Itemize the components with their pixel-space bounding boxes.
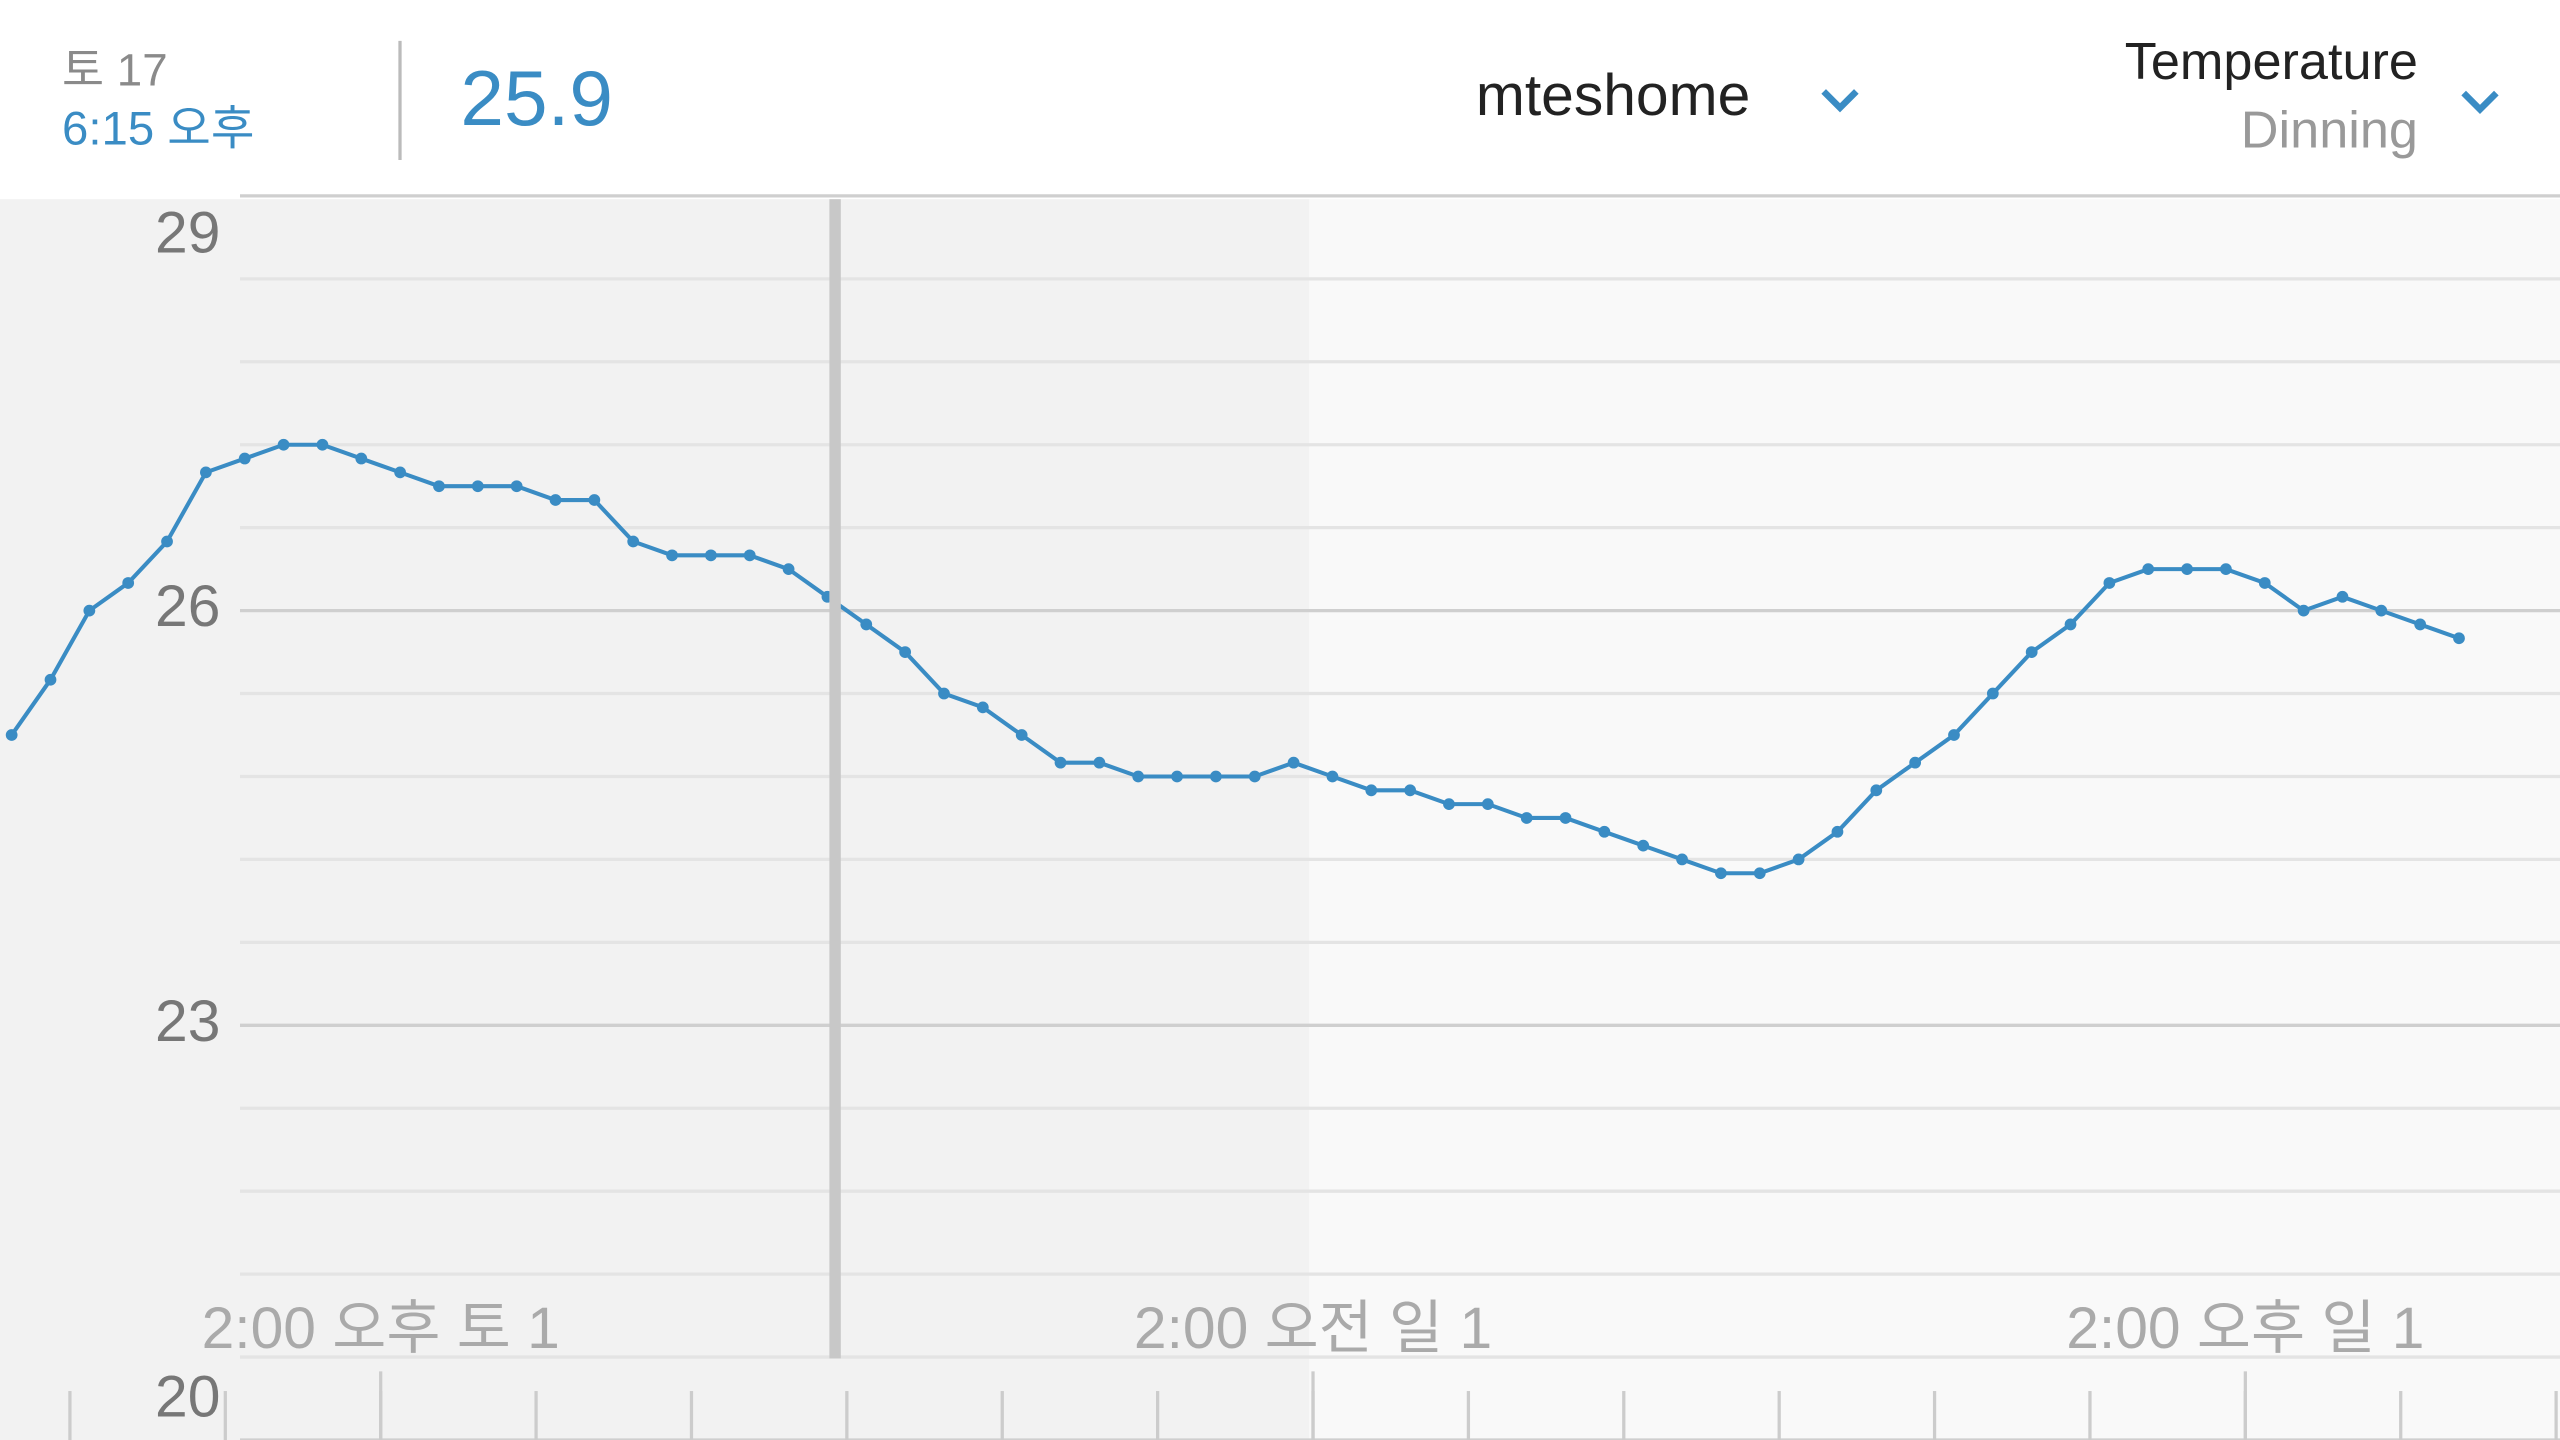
sensor-room[interactable]: Dinning [2241,102,2418,160]
point [1637,839,1650,852]
y-tick-label: 29 [155,200,220,265]
sensor-type[interactable]: Temperature [2125,33,2418,91]
point [860,618,873,631]
point [510,480,523,493]
point [1831,825,1844,838]
point [2336,590,2349,603]
chevron[interactable] [2461,90,2499,115]
point [200,466,212,479]
time: 6:15 오후 [62,103,254,156]
point [782,563,795,576]
point [1404,784,1417,797]
point [44,673,57,686]
point [1326,770,1339,783]
future-shade [1309,199,2560,1440]
cursor-line [829,199,841,1359]
x-tick-label: 2:00 오전 일 1 [1134,1296,1492,1361]
point [2025,646,2038,658]
date: 토 17 [62,45,168,96]
point [1443,798,1455,811]
point [2181,563,2193,576]
x-tick-label: 2:00 오후 일 1 [2066,1296,2424,1361]
point [1559,812,1572,824]
current-value: 25.9 [460,54,613,142]
home-selector[interactable]: mteshome [1476,63,1859,128]
point [238,452,251,465]
line [9,442,2460,876]
point [938,687,950,700]
sensor-selector[interactable]: Temperature Dinning [2125,33,2499,160]
point [1792,853,1805,866]
point [666,549,678,562]
point [277,438,290,451]
point [2453,632,2465,645]
point [2414,618,2427,631]
home-name[interactable]: mteshome [1476,63,1750,128]
point [2064,618,2077,631]
point [83,604,96,617]
point [316,438,329,451]
point [1481,798,1494,811]
point [1210,770,1222,783]
chevron[interactable] [1821,89,1859,113]
point [355,452,368,465]
x-tick-label: 2:00 오후 토 1 [202,1296,560,1361]
point [1986,687,1999,700]
point [122,577,135,589]
point [627,535,640,548]
point [161,535,173,548]
header: 토 17 6:15 오후 25.9 mteshome Temperature D… [62,33,2499,160]
point [433,480,445,493]
point [1870,784,1883,797]
point [2142,563,2155,576]
point [471,480,484,493]
point [1171,770,1183,783]
point [1676,853,1688,866]
point [1365,784,1378,797]
past-shade [0,199,1310,1440]
point [1248,770,1261,783]
y-tick-label: 26 [155,574,220,639]
y-tick-label: 20 [155,1364,220,1429]
point [1287,756,1300,769]
point [549,494,562,506]
point [705,549,717,562]
point [1520,812,1533,824]
point [743,549,756,562]
point [588,494,601,506]
point [1948,729,1960,741]
point [5,729,18,741]
point [1909,756,1922,769]
point [1093,756,1106,769]
point [1715,867,1727,880]
point [394,466,406,479]
plot: 20 23 26 29 2:00 오후 토 1 2:00 오전 일 1 2:00 오후 일 … [5,194,2560,1440]
point [1132,770,1145,783]
point [976,701,989,714]
point [2220,563,2232,576]
point [1015,729,1028,741]
y-tick-label: 23 [155,989,220,1054]
point [1598,825,1611,838]
point [2375,604,2388,617]
point [1753,867,1766,880]
point [1054,756,1067,769]
point [2297,604,2310,617]
point [2258,577,2271,589]
point [899,646,912,658]
point [2103,577,2116,589]
